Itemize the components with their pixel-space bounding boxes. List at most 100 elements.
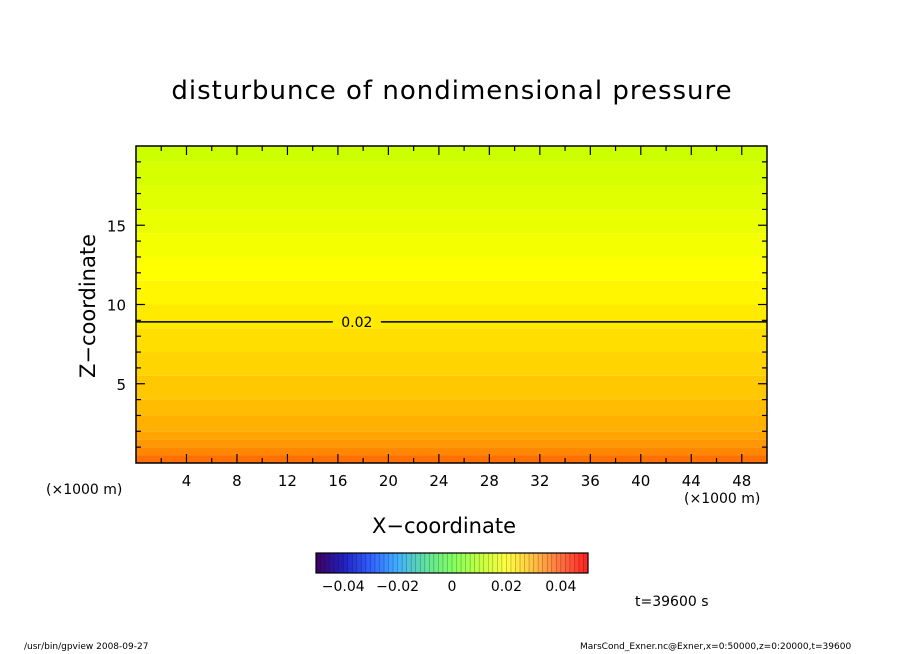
contour-layer: 0.02 [136,315,767,331]
colorbar-swatch [470,553,475,573]
heatmap-band-9 [136,304,767,329]
x-axis-label: X−coordinate [372,514,516,538]
colorbar-swatch [520,553,525,573]
colorbar-swatch [411,553,417,573]
heatmap-band-11 [136,256,767,281]
colorbar-swatch [578,553,584,573]
x-tick-label: 32 [530,472,549,490]
heatmap-band-4 [136,415,767,432]
colorbar-swatch [501,553,507,573]
heatmap-band-0 [136,455,767,463]
colorbar-swatch [420,553,426,573]
x-tick-label: 4 [182,472,192,490]
colorbar-swatch [492,553,498,573]
colorbar-swatch [334,553,339,573]
y-tick-label: 10 [107,297,126,315]
heatmap-band-13 [136,209,767,234]
x-tick-label: 44 [682,472,701,490]
heatmap-band-15 [136,161,767,186]
colorbar-swatch [506,553,512,573]
heatmap-band-3 [136,431,767,440]
colorbar-swatch [560,553,566,573]
footer-left: /usr/bin/gpview 2008-09-27 [24,642,149,652]
colorbar-swatch [565,553,571,573]
heatmap-band-16 [136,146,767,162]
colorbar-swatch [456,553,462,573]
colorbar-frame [315,552,589,574]
chart-title: disturbunce of nondimensional pressure [171,76,733,106]
x-tick-label: 24 [429,472,448,490]
colorbar-swatch [406,553,412,573]
colorbar-swatch [320,553,326,573]
colorbar-swatch [538,553,543,573]
colorbar-swatch [424,553,430,573]
colorbar-swatch [402,553,407,573]
x-tick-label: 16 [328,472,347,490]
colorbar-tick-label: 0.02 [491,579,522,595]
y-tick-label: 15 [107,217,126,235]
colorbar-swatch [533,553,539,573]
colorbar-swatch [338,553,344,573]
colorbar-swatch [388,553,394,573]
x-unit-label-right: (×1000 m) [684,491,761,507]
heatmap-band-7 [136,352,767,376]
colorbar-swatch [379,553,385,573]
y-tick-label: 5 [116,376,126,394]
colorbar-swatch [547,553,553,573]
colorbar-swatch [343,553,349,573]
colorbar-swatch [569,553,575,573]
colorbar-tick-label: 0 [448,579,457,595]
x-tick-label: 20 [379,472,398,490]
colorbar-swatch [529,553,534,573]
x-tick-label: 8 [232,472,242,490]
colorbar-swatch [384,553,389,573]
colorbar-swatch [347,553,353,573]
heatmap-band-10 [136,280,767,305]
colorbar-swatch [488,553,494,573]
heatmap-band-12 [136,233,767,257]
x-tick-label: 48 [732,472,751,490]
colorbar-swatch [329,553,335,573]
x-unit-label-left: (×1000 m) [46,482,123,498]
colorbar-tick-label: −0.04 [322,579,365,595]
colorbar-swatch [452,553,457,573]
footer-right: MarsCond_Exner.nc@Exner,x=0:50000,z=0:20… [580,642,852,652]
colorbar-swatch [465,553,471,573]
colorbar-swatch [574,553,580,573]
colorbar-swatch [551,553,557,573]
colorbar-swatch [461,553,466,573]
colorbar-swatch [316,553,321,573]
y-axis-label: Z−coordinate [76,234,100,378]
colorbar: −0.04 −0.02 0 0.02 0.04 [315,552,589,595]
x-tick-label: 28 [480,472,499,490]
colorbar-swatch [397,553,403,573]
heatmap-band-6 [136,375,767,400]
colorbar-swatch [447,553,453,573]
x-tick-label: 12 [278,472,297,490]
colorbar-swatch [365,553,371,573]
heatmap-band-5 [136,399,767,416]
heatmap-band-14 [136,185,767,210]
colorbar-swatch [374,553,380,573]
colorbar-swatch [356,553,362,573]
colorbar-swatch [393,553,398,573]
colorbar-swatch [542,553,548,573]
x-tick-label: 36 [581,472,600,490]
colorbar-tick-label: 0.04 [545,579,576,595]
colorbar-swatch [524,553,530,573]
colorbar-swatch [474,553,480,573]
colorbar-swatch [479,553,485,573]
colorbar-swatch [510,553,516,573]
colorbar-swatch [583,553,589,573]
colorbar-swatch [515,553,521,573]
heatmap-band-1 [136,447,767,456]
contour-label-0: 0.02 [341,315,372,331]
colorbar-swatch [370,553,376,573]
colorbar-swatch [325,553,330,573]
colorbar-swatch [415,553,421,573]
colorbar-swatch [352,553,358,573]
colorbar-swatch [483,553,489,573]
heatmap-layer [136,146,767,463]
time-label: t=39600 s [635,594,709,610]
